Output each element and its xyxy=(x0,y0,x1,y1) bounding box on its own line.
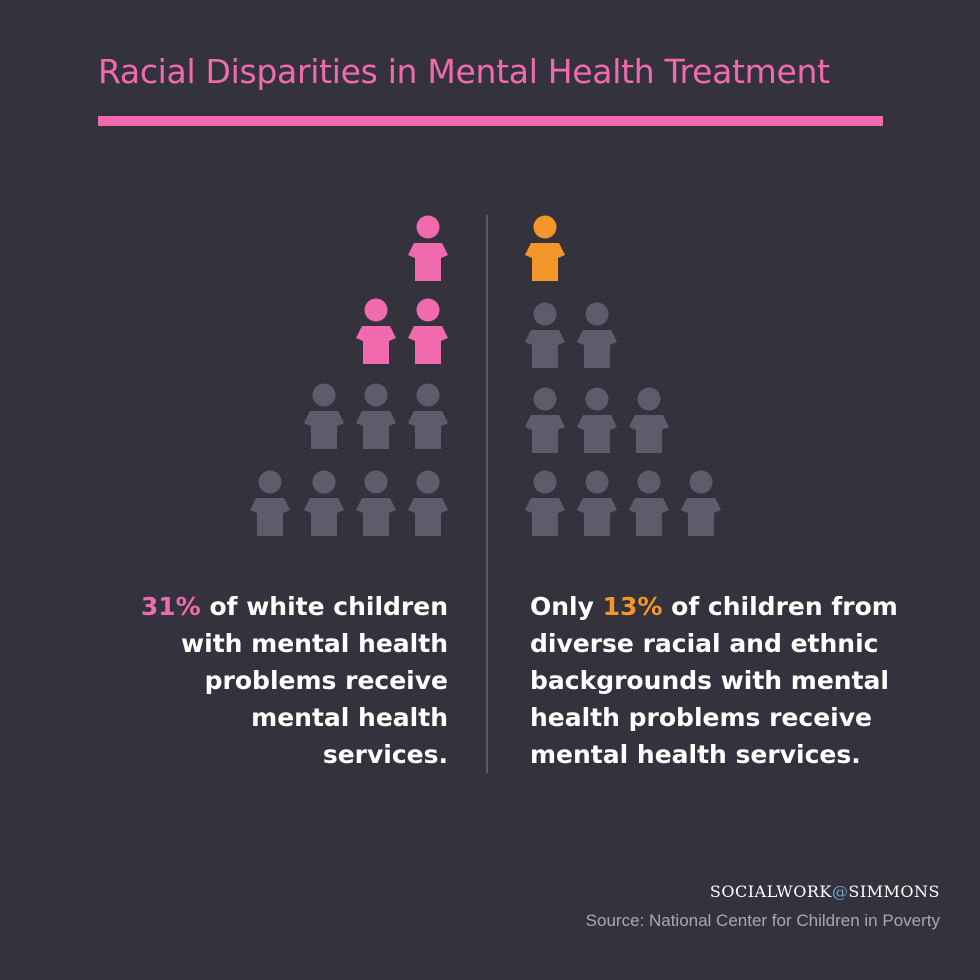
page-title: Racial Disparities in Mental Health Trea… xyxy=(98,52,830,91)
person-icon xyxy=(408,383,448,449)
right-stat-prefix: Only xyxy=(530,592,603,621)
brand-logo-at: @ xyxy=(831,882,849,901)
center-divider xyxy=(486,215,488,773)
person-icon xyxy=(408,298,448,364)
person-icon xyxy=(408,215,448,281)
title-underline xyxy=(98,116,883,126)
left-stat-percent: 31% xyxy=(140,592,201,621)
person-icon xyxy=(304,383,344,449)
person-icon xyxy=(356,298,396,364)
person-icon xyxy=(408,470,448,536)
person-icon xyxy=(577,470,617,536)
person-icon xyxy=(304,470,344,536)
person-icon xyxy=(525,215,565,281)
left-stat-body: of white children with mental health pro… xyxy=(181,592,448,769)
brand-logo-right: SIMMONS xyxy=(848,882,940,901)
right-stat-percent: 13% xyxy=(602,592,663,621)
person-icon xyxy=(525,302,565,368)
person-icon xyxy=(629,470,669,536)
source-citation: Source: National Center for Children in … xyxy=(585,911,940,930)
person-icon xyxy=(356,470,396,536)
person-icon xyxy=(577,302,617,368)
brand-logo: SOCIALWORK@SIMMONS xyxy=(710,882,940,901)
right-stat-body: of children from diverse racial and ethn… xyxy=(530,592,898,769)
left-stat-text: 31% of white children with mental health… xyxy=(120,588,448,773)
person-icon xyxy=(629,387,669,453)
person-icon xyxy=(250,470,290,536)
right-stat-text: Only 13% of children from diverse racial… xyxy=(530,588,910,773)
brand-logo-left: SOCIALWORK xyxy=(709,882,832,901)
person-icon xyxy=(356,383,396,449)
person-icon xyxy=(525,470,565,536)
person-icon xyxy=(525,387,565,453)
person-icon xyxy=(681,470,721,536)
person-icon xyxy=(577,387,617,453)
